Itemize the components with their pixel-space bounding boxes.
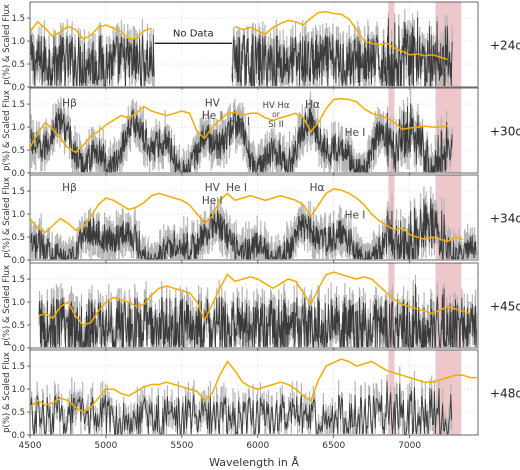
epoch-label: +34d — [490, 212, 520, 226]
flux-line — [30, 188, 464, 243]
line-annotation: Hα — [305, 99, 320, 111]
y-tick-label: 1.0 — [11, 385, 25, 395]
line-annotation: Hβ — [62, 182, 77, 194]
y-axis-label: p(%) & Scaled Flux — [2, 90, 12, 171]
y-axis-label: p(%) & Scaled Flux — [2, 352, 12, 433]
x-tick-label: 7000 — [398, 441, 421, 451]
y-tick-label: 0.0 — [11, 169, 25, 179]
flux-line — [30, 10, 448, 61]
epoch-label: +30d — [490, 125, 520, 139]
y-tick-label: 1.5 — [11, 14, 25, 24]
y-tick-label: 1.5 — [11, 187, 25, 197]
y-tick-label: 1.5 — [11, 362, 25, 372]
epoch-label: +48d — [490, 387, 520, 401]
polarization-line — [30, 17, 453, 87]
y-tick-label: 0.5 — [11, 233, 25, 243]
line-annotation: HV — [205, 97, 221, 109]
no-data-label: No Data — [173, 28, 214, 39]
x-tick-label: 6500 — [322, 441, 345, 451]
line-annotation: He I — [202, 110, 223, 122]
polarization-line — [38, 284, 477, 348]
polarization-line — [30, 103, 453, 173]
line-annotation: Hα — [310, 182, 325, 194]
polarization-line — [30, 380, 453, 435]
y-tick-label: 0.0 — [11, 344, 25, 354]
line-annotation: He I — [202, 195, 223, 207]
panel-5: 0.0 0.5 1.0 1.5p(%) & Scaled Flux +48d — [2, 349, 520, 441]
y-tick-label: 0.0 — [11, 256, 25, 266]
line-annotation: HV Hα — [263, 101, 290, 111]
line-annotation: or — [272, 110, 281, 119]
y-tick-label: 0.5 — [11, 321, 25, 331]
line-annotation: He I — [345, 127, 366, 139]
panel-4: 0.0 0.5 1.0 1.5p(%) & Scaled Flux +45d — [2, 262, 520, 354]
flux-line — [38, 271, 471, 326]
y-tick-label: 1.5 — [11, 100, 25, 110]
line-annotation: He I — [229, 116, 250, 128]
polarization-line — [30, 197, 477, 260]
y-tick-label: 0.5 — [11, 60, 25, 70]
x-tick-label: 6000 — [246, 441, 269, 451]
y-tick-label: 0.5 — [11, 408, 25, 418]
line-annotation: Si II — [268, 120, 283, 130]
y-axis-label: p(%) & Scaled Flux — [2, 177, 12, 258]
y-tick-label: 1.0 — [11, 210, 25, 220]
line-annotation: HV — [205, 182, 221, 194]
x-axis-label: Wavelength in Å — [209, 456, 299, 469]
flux-line — [30, 97, 448, 154]
line-annotation: He I — [226, 182, 247, 194]
line-annotation: He I — [345, 210, 366, 222]
x-tick-label: 5000 — [94, 441, 117, 451]
epoch-label: +24d — [490, 39, 520, 53]
panel-1: No Data 0.0 0.5 1.0 1.5p(%) & Scaled Flux +24… — [2, 1, 520, 93]
y-tick-label: 0.5 — [11, 146, 25, 156]
y-axis-label: p(%) & Scaled Flux — [2, 265, 12, 346]
flux-line — [30, 358, 478, 413]
line-annotation: Hβ — [62, 97, 77, 109]
telluric-band — [388, 350, 395, 435]
y-tick-label: 1.5 — [11, 275, 25, 285]
x-tick-label: 5500 — [170, 441, 193, 451]
y-tick-label: 0.0 — [11, 83, 25, 93]
x-tick-label: 4500 — [19, 441, 42, 451]
y-tick-label: 0.0 — [11, 431, 25, 441]
epoch-label: +45d — [490, 300, 520, 314]
y-tick-label: 1.0 — [11, 123, 25, 133]
y-tick-label: 1.0 — [11, 37, 25, 47]
y-axis-label: p(%) & Scaled Flux — [2, 4, 12, 85]
y-tick-label: 1.0 — [11, 298, 25, 308]
